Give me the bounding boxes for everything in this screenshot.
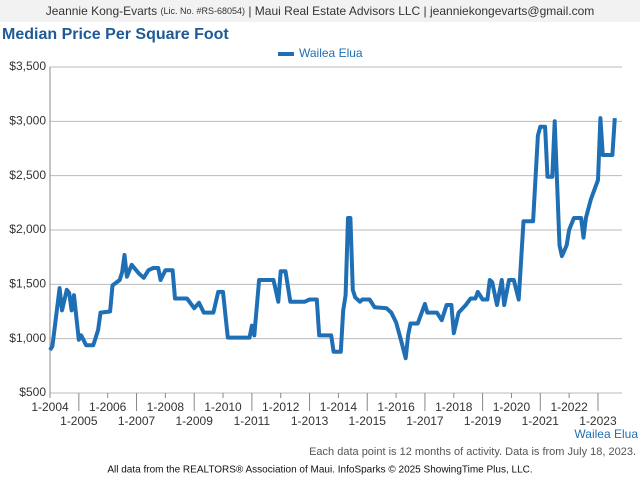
x-tick-label: 1-2011 (234, 414, 271, 428)
x-tick-label: 1-2016 (377, 400, 415, 414)
x-tick-label: 1-2009 (176, 414, 214, 428)
source: All data from the REALTORS® Association … (107, 465, 532, 476)
x-tick-label: 1-2006 (89, 400, 127, 414)
x-tick-label: 1-2018 (435, 400, 473, 414)
x-tick-label: 1-2022 (550, 400, 588, 414)
legend-label: Wailea Elua (299, 46, 363, 60)
header-bar (0, 0, 640, 22)
note: Each data point is 12 months of activity… (309, 446, 636, 458)
header: Jeannie Kong-Evarts (Lic. No. #RS-68054)… (46, 4, 595, 18)
y-tick-label: $3,000 (9, 114, 46, 128)
license: (Lic. No. #RS-68054) (160, 6, 245, 16)
x-tick-label: 1-2010 (204, 400, 242, 414)
y-tick-label: $500 (19, 385, 46, 399)
x-tick-label: 1-2013 (291, 414, 329, 428)
chart-title: Median Price Per Square Foot (2, 26, 229, 43)
x-tick-label: 1-2021 (522, 414, 560, 428)
x-tick-label: 1-2020 (493, 400, 531, 414)
x-tick-label: 1-2019 (464, 414, 502, 428)
y-tick-label: $2,000 (9, 222, 46, 236)
details: | Maui Real Estate Advisors LLC | jeanni… (248, 4, 594, 18)
y-tick-label: $1,500 (9, 277, 46, 291)
series-label: Wailea Elua (574, 427, 638, 441)
y-tick-label: $2,500 (9, 168, 46, 182)
x-tick-label: 1-2004 (31, 400, 69, 414)
y-tick-label: $1,000 (9, 331, 46, 345)
x-tick-label: 1-2005 (60, 414, 98, 428)
x-tick-label: 1-2008 (147, 400, 185, 414)
x-tick-label: 1-2023 (579, 414, 617, 428)
legend: Wailea Elua (278, 46, 363, 60)
x-tick-label: 1-2017 (406, 414, 444, 428)
data-line (48, 116, 617, 361)
x-tick-label: 1-2014 (320, 400, 358, 414)
y-tick-label: $3,500 (9, 59, 46, 73)
agent: Jeannie Kong-Evarts (46, 4, 157, 18)
x-tick-label: 1-2015 (349, 414, 387, 428)
x-tick-label: 1-2007 (118, 414, 156, 428)
x-tick-label: 1-2012 (262, 400, 300, 414)
